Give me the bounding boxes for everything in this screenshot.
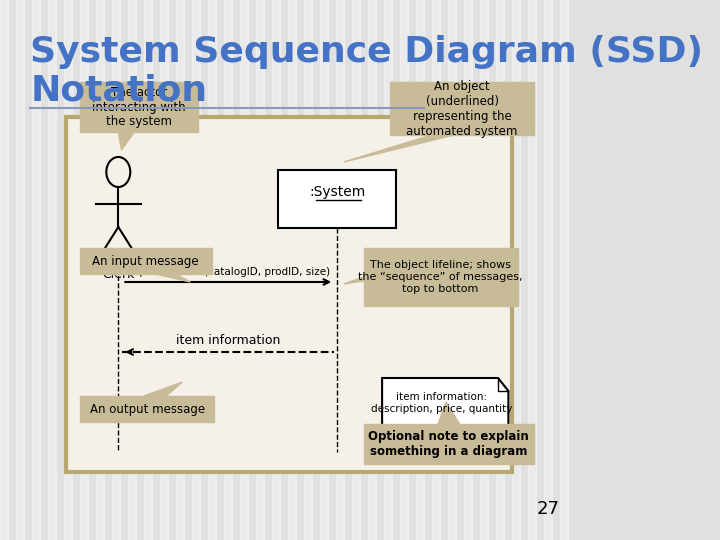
Bar	[271, 0, 280, 540]
FancyBboxPatch shape	[66, 117, 512, 472]
Bar	[16, 0, 24, 540]
Bar	[0, 0, 8, 540]
Polygon shape	[390, 82, 534, 135]
Bar	[144, 0, 152, 540]
Bar	[176, 0, 184, 540]
Text: The actor
interacting with
the system: The actor interacting with the system	[92, 85, 186, 129]
Bar	[432, 0, 440, 540]
Bar	[304, 0, 312, 540]
Text: 27: 27	[536, 500, 559, 518]
Bar	[192, 0, 200, 540]
Bar	[224, 0, 232, 540]
Bar	[528, 0, 536, 540]
Text: The object lifeline; shows
the “sequence” of messages,
top to bottom: The object lifeline; shows the “sequence…	[359, 260, 523, 294]
Bar	[400, 0, 408, 540]
Polygon shape	[118, 132, 135, 150]
Text: item information:
description, price, quantity: item information: description, price, qu…	[372, 392, 513, 414]
Polygon shape	[80, 248, 212, 274]
Bar	[352, 0, 360, 540]
Polygon shape	[156, 274, 190, 282]
Bar	[64, 0, 72, 540]
Bar	[160, 0, 168, 540]
Bar	[288, 0, 296, 540]
Bar	[336, 0, 343, 540]
Text: item information: item information	[176, 334, 280, 347]
Bar	[128, 0, 136, 540]
Bar	[112, 0, 120, 540]
Text: An object
(underlined)
representing the
automated system: An object (underlined) representing the …	[406, 80, 518, 138]
Bar	[544, 0, 552, 540]
Bar	[320, 0, 328, 540]
Polygon shape	[144, 382, 182, 396]
Text: System Sequence Diagram (SSD)
Notation: System Sequence Diagram (SSD) Notation	[30, 35, 703, 107]
Bar	[96, 0, 104, 540]
Bar	[48, 0, 56, 540]
Text: Optional note to explain
something in a diagram: Optional note to explain something in a …	[368, 430, 528, 458]
Polygon shape	[438, 402, 459, 424]
Text: inquireOnItem (catalogID, prodID, size): inquireOnItem (catalogID, prodID, size)	[126, 267, 330, 277]
Bar	[32, 0, 40, 540]
Bar	[464, 0, 472, 540]
Polygon shape	[343, 135, 454, 162]
Text: Clerk: Clerk	[102, 268, 135, 281]
Polygon shape	[364, 424, 534, 464]
Polygon shape	[364, 248, 518, 306]
Bar	[575, 0, 583, 540]
Text: :System: :System	[309, 185, 366, 199]
Bar	[80, 0, 88, 540]
Polygon shape	[382, 378, 508, 428]
FancyBboxPatch shape	[278, 170, 397, 228]
Polygon shape	[80, 82, 198, 132]
Bar	[512, 0, 520, 540]
Polygon shape	[80, 396, 215, 422]
Text: An input message: An input message	[92, 254, 199, 267]
Polygon shape	[343, 277, 387, 284]
Bar	[368, 0, 376, 540]
Bar	[208, 0, 216, 540]
Bar	[448, 0, 456, 540]
Bar	[240, 0, 248, 540]
Bar	[256, 0, 264, 540]
Bar	[559, 0, 567, 540]
Bar	[495, 0, 503, 540]
Bar	[480, 0, 487, 540]
Bar	[415, 0, 423, 540]
Text: An output message: An output message	[89, 402, 204, 415]
Bar	[384, 0, 392, 540]
